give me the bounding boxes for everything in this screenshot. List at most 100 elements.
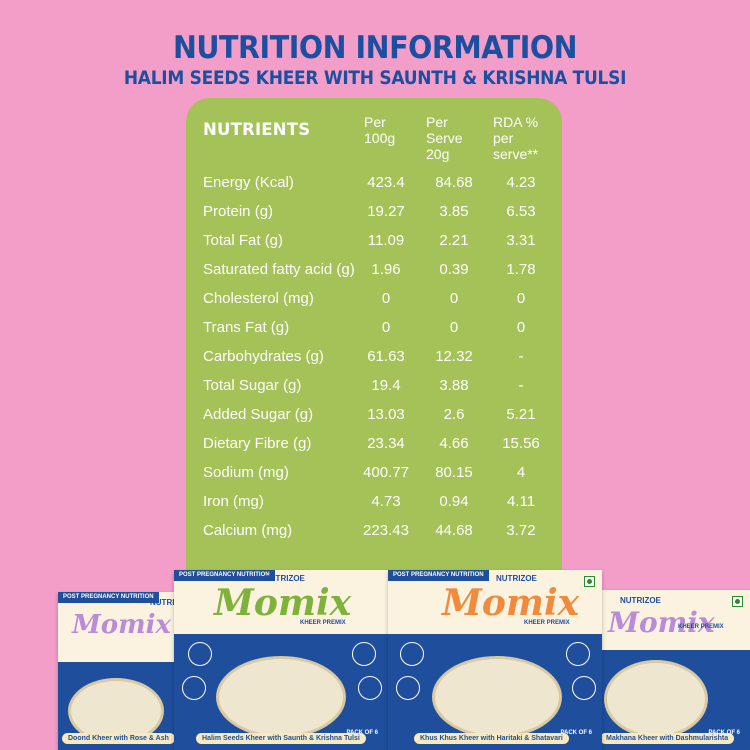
product-logo: Momix (214, 582, 352, 624)
per-100g-value: 11.09 (367, 232, 405, 249)
product-tag: POST PREGNANCY NUTRITION (58, 592, 159, 603)
per-serve-value: 2.21 (439, 232, 469, 249)
rda-value: 6.53 (506, 203, 536, 220)
product-brand: NUTRIZOE (620, 596, 661, 605)
per-serve-value: 0 (449, 319, 459, 336)
per-serve-value: 2.6 (443, 406, 465, 423)
rda-value: 0 (516, 319, 526, 336)
product-bowl-image (216, 656, 346, 738)
product-box-halim-kheer: POST PREGNANCY NUTRITION NUTRIZOE Momix … (174, 570, 388, 750)
per-100g-value: 19.4 (371, 377, 401, 394)
product-logo: Momix (608, 606, 715, 639)
per-100g-value: 23.34 (367, 435, 405, 452)
benefit-badge-icon (352, 642, 376, 666)
nutrient-name: Calcium (mg) (203, 522, 293, 539)
per-100g-value: 61.63 (367, 348, 405, 365)
table-row: Energy (Kcal) 423.4 84.68 4.23 (186, 168, 562, 197)
product-brand: NUTRIZOE (264, 574, 305, 583)
product-tag: POST PREGNANCY NUTRITION (174, 570, 275, 581)
product-box-khus-khus-kheer: POST PREGNANCY NUTRITION NUTRIZOE Momix … (388, 570, 602, 750)
product-logo: Momix (442, 582, 580, 624)
table-row: Total Fat (g) 11.09 2.21 3.31 (186, 226, 562, 255)
rda-value: 3.31 (506, 232, 536, 249)
rda-value: - (518, 377, 524, 394)
header-rda: RDA % per serve** (493, 114, 539, 162)
per-100g-value: 1.96 (371, 261, 401, 278)
rda-value: 4.11 (506, 493, 536, 510)
benefit-badge-icon (400, 642, 424, 666)
product-subtitle: KHEER PREMIX (300, 620, 346, 626)
nutrient-name: Saturated fatty acid (g) (203, 261, 355, 278)
nutrient-name: Total Fat (g) (203, 232, 284, 249)
header-per-100g: Per 100g (364, 114, 396, 146)
table-row: Protein (g) 19.27 3.85 6.53 (186, 197, 562, 226)
veg-mark-icon (584, 576, 595, 587)
rda-value: - (518, 348, 524, 365)
nutrient-name: Added Sugar (g) (203, 406, 314, 423)
table-row: Total Sugar (g) 19.4 3.88 - (186, 371, 562, 400)
nutrient-name: Energy (Kcal) (203, 174, 294, 191)
table-row: Carbohydrates (g) 61.63 12.32 - (186, 342, 562, 371)
veg-mark-icon (732, 596, 743, 607)
table-row: Trans Fat (g) 0 0 0 (186, 313, 562, 342)
rda-value: 0 (516, 290, 526, 307)
nutrient-name: Iron (mg) (203, 493, 264, 510)
per-100g-value: 400.77 (363, 464, 409, 481)
nutrient-name: Trans Fat (g) (203, 319, 290, 336)
nutrition-table: NUTRIENTS Per 100g Per Serve 20g RDA % p… (186, 98, 562, 658)
product-tag: POST PREGNANCY NUTRITION (388, 570, 489, 581)
table-row: Sodium (mg) 400.77 80.15 4 (186, 458, 562, 487)
product-pack: PACK OF 6 (560, 730, 592, 736)
per-100g-value: 423.4 (367, 174, 405, 191)
per-serve-value: 4.66 (439, 435, 469, 452)
nutrient-name: Dietary Fibre (g) (203, 435, 312, 452)
product-logo: Momix (72, 610, 172, 640)
rda-value: 4 (516, 464, 526, 481)
benefit-badge-icon (188, 642, 212, 666)
per-serve-value: 0 (449, 290, 459, 307)
nutrient-name: Protein (g) (203, 203, 274, 220)
per-100g-value: 0 (381, 290, 391, 307)
per-serve-value: 0.94 (439, 493, 469, 510)
product-caption: Makhana Kheer with Dashmularishta (600, 733, 735, 744)
benefit-badge-icon (396, 676, 420, 700)
product-bowl-image (432, 656, 562, 738)
product-caption: Doond Kheer with Rose & Ash (62, 733, 175, 744)
per-100g-value: 223.43 (363, 522, 409, 539)
nutrient-name: Total Sugar (g) (203, 377, 302, 394)
product-caption: Khus Khus Kheer with Haritaki & Shatavar… (414, 733, 569, 744)
nutrient-name: Sodium (mg) (203, 464, 289, 481)
rda-value: 15.56 (502, 435, 540, 452)
per-100g-value: 0 (381, 319, 391, 336)
table-row: Calcium (mg) 223.43 44.68 3.72 (186, 516, 562, 545)
per-100g-value: 19.27 (367, 203, 405, 220)
per-serve-value: 0.39 (439, 261, 469, 278)
product-box-makhana-kheer: NUTRIZOE Momix KHEER PREMIX PACK OF 6 Ma… (598, 590, 750, 750)
header-nutrients: NUTRIENTS (203, 120, 311, 139)
page-subtitle: HALIM SEEDS KHEER WITH SAUNTH & KRISHNA … (123, 68, 627, 89)
per-serve-value: 3.85 (439, 203, 469, 220)
table-row: Saturated fatty acid (g) 1.96 0.39 1.78 (186, 255, 562, 284)
product-subtitle: KHEER PREMIX (678, 624, 724, 630)
benefit-badge-icon (566, 642, 590, 666)
table-row: Iron (mg) 4.73 0.94 4.11 (186, 487, 562, 516)
rda-value: 4.23 (506, 174, 536, 191)
rda-value: 5.21 (506, 406, 536, 423)
benefit-badge-icon (182, 676, 206, 700)
product-caption: Halim Seeds Kheer with Saunth & Krishna … (196, 733, 366, 744)
per-serve-value: 84.68 (435, 174, 473, 191)
table-row: Dietary Fibre (g) 23.34 4.66 15.56 (186, 429, 562, 458)
per-serve-value: 44.68 (435, 522, 473, 539)
per-serve-value: 12.32 (435, 348, 473, 365)
rda-value: 1.78 (506, 261, 536, 278)
table-row: Cholesterol (mg) 0 0 0 (186, 284, 562, 313)
benefit-badge-icon (572, 676, 596, 700)
page-title: NUTRITION INFORMATION (172, 30, 578, 66)
rda-value: 3.72 (506, 522, 536, 539)
table-row: Added Sugar (g) 13.03 2.6 5.21 (186, 400, 562, 429)
header-per-serve: Per Serve 20g (426, 114, 463, 162)
product-subtitle: KHEER PREMIX (524, 620, 570, 626)
product-brand: NUTRIZOE (150, 598, 191, 607)
per-serve-value: 3.88 (439, 377, 469, 394)
nutrient-name: Cholesterol (mg) (203, 290, 314, 307)
